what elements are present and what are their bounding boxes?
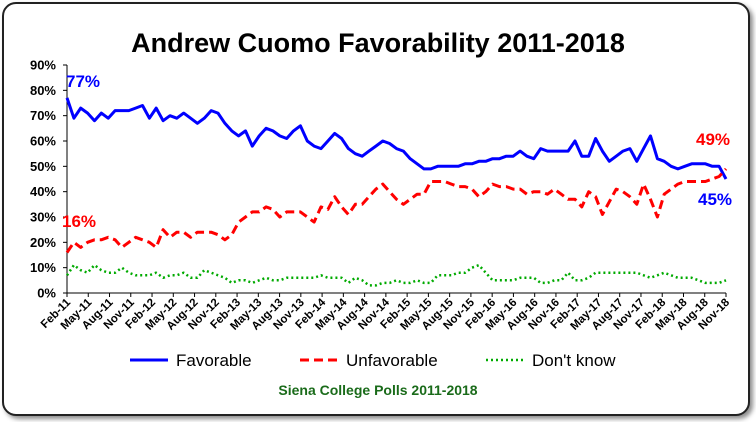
series-line-don-t-know <box>65 263 727 287</box>
chart-frame <box>2 2 750 416</box>
series-lines <box>65 97 728 287</box>
annotations: 77% 16% 49% 45% <box>62 72 732 231</box>
y-tick-label: 30% <box>30 210 56 225</box>
legend-item-unfavorable: Unfavorable <box>300 351 438 370</box>
legend-label-unfavorable: Unfavorable <box>346 351 438 370</box>
annotation-start-unfavorable: 16% <box>62 212 96 231</box>
series-line-unfavorable <box>65 167 728 254</box>
legend-item-dont-know: Don't know <box>486 351 616 370</box>
y-tick-label: 50% <box>30 159 56 174</box>
legend-item-favorable: Favorable <box>130 351 252 370</box>
annotation-end-unfavorable: 49% <box>696 130 730 149</box>
annotation-start-favorable: 77% <box>66 72 100 91</box>
annotation-end-favorable: 45% <box>698 190 732 209</box>
y-tick-label: 40% <box>30 184 56 199</box>
y-tick-label: 60% <box>30 134 56 149</box>
y-tick-label: 0% <box>37 286 56 301</box>
y-tick-label: 90% <box>30 58 56 73</box>
y-tick-label: 10% <box>30 260 56 275</box>
chart-source: Siena College Polls 2011-2018 <box>278 382 477 398</box>
chart-title: Andrew Cuomo Favorability 2011-2018 <box>131 28 625 58</box>
legend-label-favorable: Favorable <box>176 351 252 370</box>
y-tick-label: 20% <box>30 235 56 250</box>
y-tick-label: 80% <box>30 83 56 98</box>
y-axis: 0% 10% 20% 30% 40% 50% 60% 70% 80% 90% <box>30 58 67 301</box>
x-axis: Feb-11May-11Aug-11Nov-11Feb-12May-12Aug-… <box>39 293 733 333</box>
legend-label-dont-know: Don't know <box>532 351 616 370</box>
legend: Favorable Unfavorable Don't know <box>130 351 616 370</box>
series-line-favorable <box>65 97 728 180</box>
y-tick-label: 70% <box>30 108 56 123</box>
